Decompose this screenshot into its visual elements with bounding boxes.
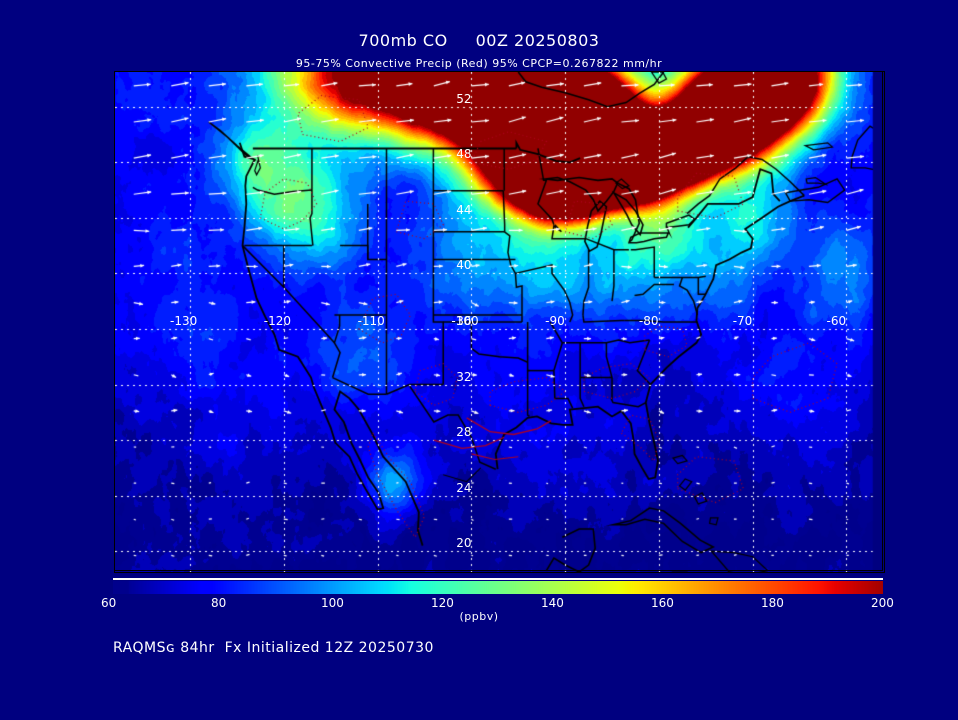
lat-tick-label: 44	[456, 202, 472, 217]
colorbar-tick: 180	[761, 596, 784, 610]
lon-tick-label: -90	[545, 313, 565, 328]
lon-tick-label: -60	[826, 313, 847, 328]
colorbar-tick: 80	[211, 596, 227, 610]
colorbar-tick: 60	[101, 596, 117, 610]
lon-tick-label: -80	[638, 313, 659, 328]
colorbar-top-rule	[113, 578, 883, 580]
colorbar-tick: 140	[541, 596, 564, 610]
lon-tick-label: -120	[263, 313, 292, 328]
lat-tick-label: 52	[456, 91, 472, 106]
lon-tick-label: -70	[732, 313, 753, 328]
lon-tick-label: -100	[451, 313, 479, 328]
colorbar	[113, 581, 883, 594]
lat-tick-label: 28	[456, 425, 472, 440]
page-subtitle: 95-75% Convective Precip (Red) 95% CPCP=…	[295, 57, 663, 70]
lon-tick-label: -130	[170, 313, 198, 328]
lat-tick-label: 32	[456, 369, 472, 384]
colorbar-tick: 160	[651, 596, 674, 610]
map-plot-area	[114, 71, 885, 573]
colorbar-unit-label: (ppbv)	[459, 610, 499, 623]
colorbar-tick: 200	[871, 596, 894, 610]
page-title: 700mb CO 00Z 20250803	[358, 31, 600, 50]
colorbar-tick: 100	[321, 596, 344, 610]
colorbar-tick: 120	[431, 596, 454, 610]
lat-tick-label: 48	[456, 147, 472, 162]
lat-tick-label: 24	[456, 480, 472, 495]
lat-tick-label: 40	[456, 258, 472, 273]
model-footer: RAQMSɢ 84hr Fx Initialized 12Z 20250730	[113, 640, 434, 656]
lat-tick-label: 20	[456, 536, 472, 551]
lat-tick-label: 36	[456, 313, 472, 328]
lon-tick-label: -110	[357, 313, 385, 328]
